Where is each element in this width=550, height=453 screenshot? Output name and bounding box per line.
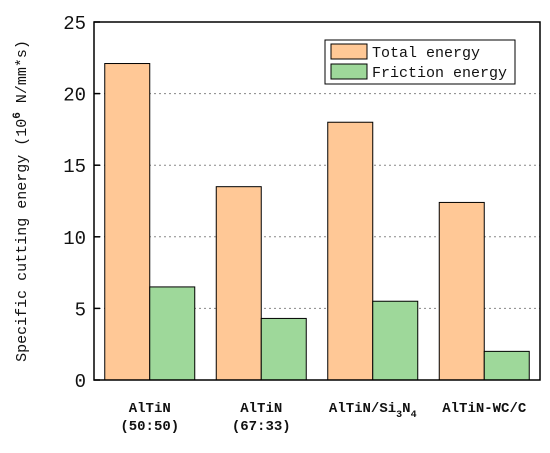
bar-layer — [104, 63, 530, 381]
y-axis-label-exponent: 6 — [12, 112, 24, 119]
legend-label: Friction energy — [372, 65, 507, 82]
legend-label: Total energy — [372, 45, 480, 62]
y-axis-label-main: Specific cutting energy (10 — [14, 119, 31, 362]
category-label-layer: AlTiN (50:50) AlTiN (67:33) AlTiN/Si3N4 AlTiN… — [120, 401, 527, 435]
y-tick-label: 0 — [75, 371, 86, 393]
legend-swatch — [330, 63, 368, 80]
bar-friction-energy — [483, 350, 530, 381]
y-tick-label: 20 — [63, 85, 86, 107]
legend-swatch — [330, 43, 368, 60]
y-axis-label-unit: N/mm*s) — [14, 40, 31, 112]
y-tick-label: 25 — [63, 13, 86, 35]
y-tick-label: 10 — [63, 228, 86, 250]
plot-frame — [93, 21, 541, 381]
bar-total-energy — [438, 201, 485, 381]
bar-friction-energy — [372, 300, 419, 381]
bar-friction-energy — [260, 317, 307, 381]
tick-layer: 0 5 10 15 20 25 — [63, 13, 100, 393]
bar-friction-energy — [149, 286, 196, 381]
x-tick-label: AlTiN/Si3N4 — [329, 401, 417, 421]
x-tick-label: AlTiN — [129, 401, 171, 417]
legend: Total energy Friction energy — [324, 39, 516, 85]
x-tick-label-line2: (67:33) — [232, 419, 291, 435]
y-axis-label: Specific cutting energy (106 N/mm*s) — [12, 40, 31, 362]
bar-total-energy — [215, 186, 262, 381]
y-tick-label: 15 — [63, 156, 86, 178]
x-tick-label: AlTiN-WC/C — [442, 401, 527, 417]
y-tick-label: 5 — [75, 299, 86, 321]
bar-total-energy — [327, 121, 374, 381]
x-tick-label: AlTiN — [240, 401, 282, 417]
bar-total-energy — [104, 63, 151, 381]
x-tick-label-line2: (50:50) — [120, 419, 179, 435]
